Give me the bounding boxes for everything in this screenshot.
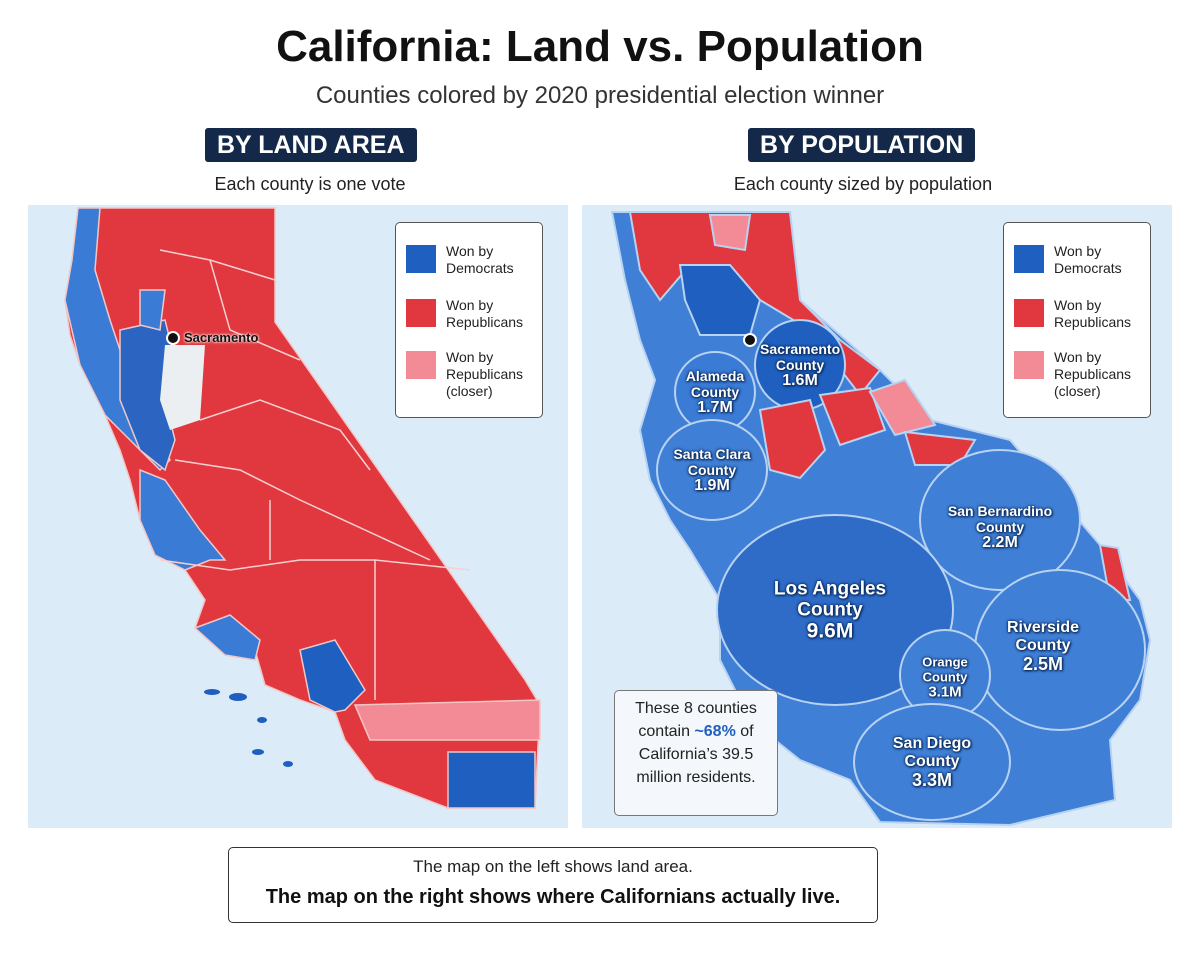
legend-item: Won by Democrats [406,243,546,277]
legend: Won by Democrats Won by Republicans Won by… [395,222,543,418]
county-name: San Diego County [892,735,972,770]
county-label: San Diego County 3.3M [887,735,977,789]
county-label: Orange County 3.1M [915,655,975,700]
county-name: Sacramento County [760,341,841,373]
county-name: Orange County [922,654,968,685]
legend-swatch [1014,351,1044,379]
legend-item: Won by Republicans [406,297,546,331]
legend-label: Won by Republicans [1054,297,1132,330]
county-population: 3.3M [911,770,953,790]
badge: BY POPULATION [748,128,976,162]
legend: Won by Democrats Won by Republicans Won by… [1003,222,1151,418]
note: These 8 counties contain ~68% of Califor… [614,690,778,816]
county-label: San Bernardino County 2.2M [940,503,1060,551]
county-label: Riverside County 2.5M [998,619,1088,673]
caption: Each county is one vote [214,174,406,194]
title: California: Land vs. Population [276,22,924,71]
legend-swatch [1014,299,1044,327]
county-population: 1.7M [697,399,733,416]
badge: BY LAND AREA [205,128,417,162]
legend-item: Won by Republicans [1014,297,1154,331]
county-name: Alameda County [685,368,745,400]
legend-item: Won by Republicans (closer) [406,349,546,400]
county-name: San Bernardino County [947,503,1053,535]
footer: The map on the left shows land area. The… [228,847,878,923]
county-population: 3.1M [928,683,962,701]
legend-item: Won by Republicans (closer) [1014,349,1154,400]
county-population: 1.6M [782,372,818,389]
legend-swatch [406,299,436,327]
city-label: Sacramento [184,330,259,345]
note-highlight: ~68% [694,723,736,740]
county-population: 1.9M [694,477,730,494]
legend-label: Won by Democrats [1054,243,1122,276]
footer-line: The map on the left shows land area. [413,857,693,876]
caption: Each county sized by population [733,174,993,194]
county-population: 2.2M [982,534,1018,551]
legend-swatch [406,351,436,379]
county-population: 2.5M [1022,654,1064,674]
county-label: Los Angeles County 9.6M [765,579,895,642]
legend-label: Won by Republicans (closer) [1054,349,1132,399]
county-population: 9.6M [806,619,854,643]
legend-label: Won by Republicans (closer) [446,349,524,399]
note-text: These 8 counties contain [635,700,757,740]
county-label: Alameda County 1.7M [680,368,750,416]
footer-line: The map on the right shows where Califor… [265,886,841,908]
county-label: Santa Clara County 1.9M [672,446,752,494]
county-name: Los Angeles County [773,578,887,621]
note-text: of California’s 39.5 million residents. [636,723,756,786]
legend-label: Won by Democrats [446,243,514,276]
land-map [64,207,541,809]
legend-label: Won by Republicans [446,297,524,330]
county-label: Sacramento County 1.6M [760,341,840,389]
legend-swatch [406,245,436,273]
population-map [610,211,1152,827]
legend-swatch [1014,245,1044,273]
county-name: Riverside County [1006,619,1080,654]
subtitle: Counties colored by 2020 presidential el… [315,82,885,109]
county-name: Santa Clara County [673,446,751,478]
legend-item: Won by Democrats [1014,243,1154,277]
